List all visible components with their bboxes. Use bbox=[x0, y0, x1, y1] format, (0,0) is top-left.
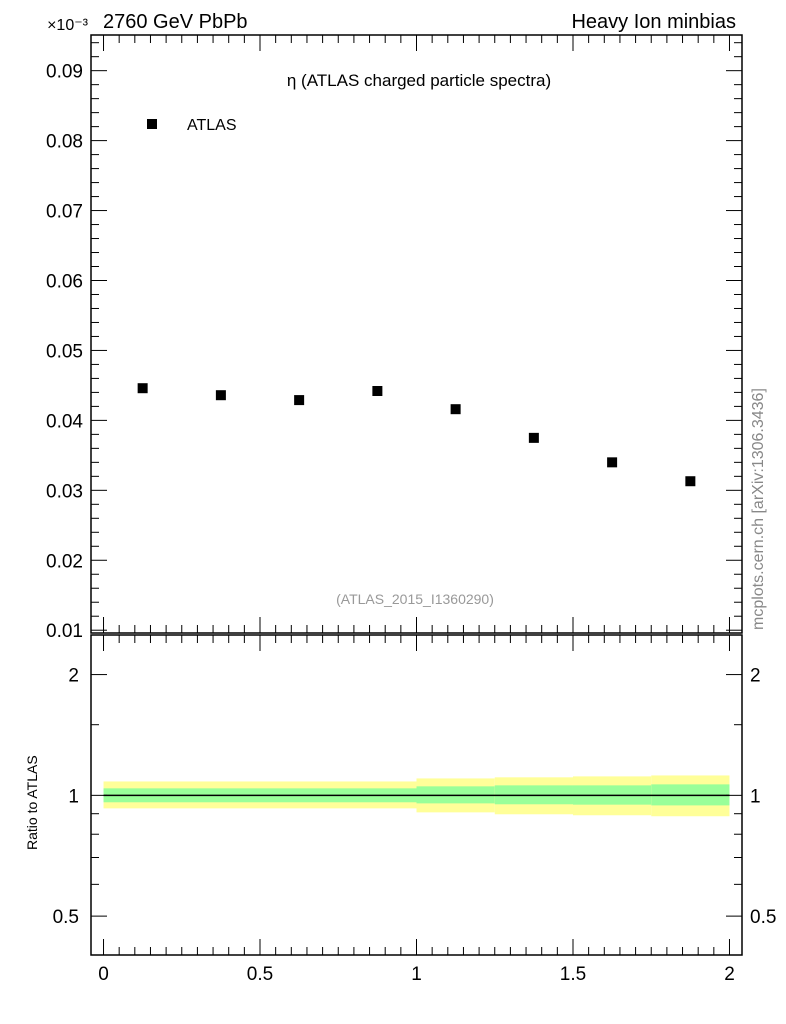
ratio-ylabel: Ratio to ATLAS bbox=[24, 755, 40, 850]
ratio-y-tick-label-right: 0.5 bbox=[750, 907, 776, 928]
y-tick-label: 0.03 bbox=[46, 481, 83, 502]
data-point bbox=[607, 457, 618, 468]
y-tick-label: 0.05 bbox=[46, 341, 83, 362]
ratio-y-tick-label-right: 1 bbox=[750, 786, 761, 807]
x-tick-label: 0 bbox=[98, 964, 109, 985]
side-label: mcplots.cern.ch [arXiv:1306.3436] bbox=[750, 388, 767, 630]
header-left: 2760 GeV PbPb bbox=[103, 11, 248, 33]
legend-label: ATLAS bbox=[187, 117, 237, 134]
data-point bbox=[528, 432, 539, 443]
y-tick-label: 0.07 bbox=[46, 202, 83, 223]
x-tick-label: 1 bbox=[411, 964, 422, 985]
y-tick-label: 0.09 bbox=[46, 62, 83, 83]
ratio-y-tick-label: 0.5 bbox=[53, 907, 79, 928]
data-point bbox=[215, 390, 226, 401]
legend-marker bbox=[147, 119, 157, 129]
data-point bbox=[294, 395, 305, 406]
y-tick-label: 0.08 bbox=[46, 132, 83, 153]
x-tick-label: 0.5 bbox=[247, 964, 273, 985]
ratio-y-tick-label-right: 2 bbox=[750, 666, 761, 687]
data-point bbox=[137, 383, 148, 394]
chart-title: η (ATLAS charged particle spectra) bbox=[287, 71, 551, 90]
data-point bbox=[450, 404, 461, 415]
exponent-label: ×10⁻³ bbox=[47, 17, 89, 34]
header-right: Heavy Ion minbias bbox=[571, 11, 736, 33]
data-point bbox=[685, 476, 696, 487]
x-tick-label: 1.5 bbox=[560, 964, 586, 985]
y-tick-label: 0.01 bbox=[46, 621, 83, 642]
y-tick-label: 0.02 bbox=[46, 551, 83, 572]
y-tick-label: 0.06 bbox=[46, 271, 83, 292]
analysis-watermark: (ATLAS_2015_I1360290) bbox=[336, 591, 494, 607]
y-tick-label: 0.04 bbox=[46, 411, 83, 432]
x-tick-label: 2 bbox=[724, 964, 735, 985]
ratio-y-tick-label: 2 bbox=[68, 666, 79, 687]
data-point bbox=[372, 386, 383, 397]
ratio-y-tick-label: 1 bbox=[68, 786, 79, 807]
